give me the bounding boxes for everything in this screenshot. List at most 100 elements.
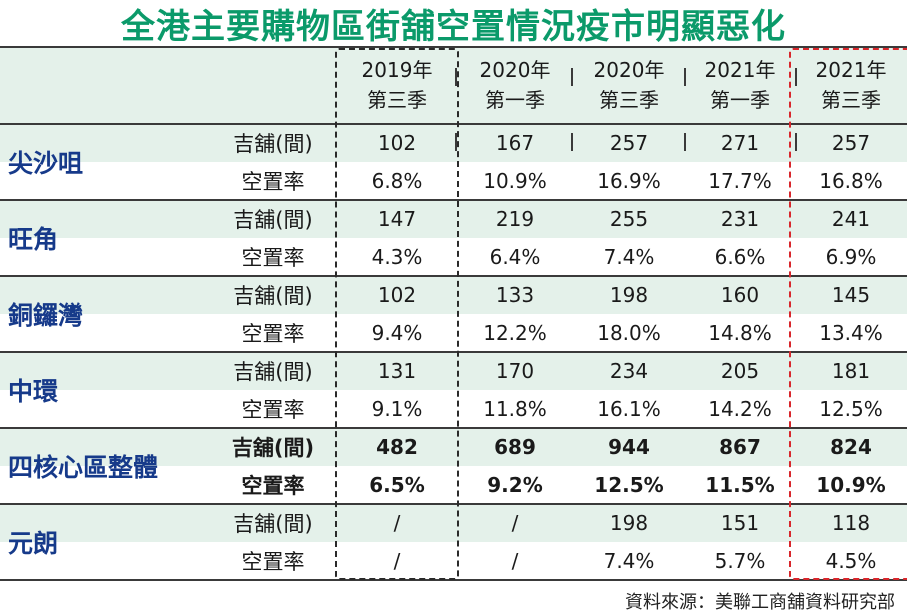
metric-label: 空置率	[241, 246, 305, 270]
metric-label: 空置率	[241, 398, 305, 422]
metric-label: 吉舖(間)	[233, 132, 313, 156]
value-cell: 7.4%	[603, 245, 655, 269]
value-cell: 4.3%	[371, 245, 423, 269]
row-stripe	[0, 352, 907, 390]
value-cell: 4.5%	[825, 549, 877, 573]
value-cell: /	[511, 549, 519, 573]
value-cell: 18.0%	[597, 321, 661, 345]
metric-label: 空置率	[241, 474, 305, 498]
value-cell: 9.4%	[371, 321, 423, 345]
header-top-rule	[0, 46, 907, 48]
column-separator	[795, 68, 797, 86]
row-divider	[0, 503, 907, 505]
column-quarter: 第三季	[821, 88, 881, 112]
value-cell: 6.9%	[825, 245, 877, 269]
metric-label: 吉舖(間)	[233, 512, 313, 536]
value-cell: /	[393, 511, 401, 535]
value-cell: 6.6%	[714, 245, 766, 269]
value-cell: 17.7%	[708, 169, 772, 193]
region-label: 銅鑼灣	[8, 301, 84, 330]
value-cell: 219	[495, 207, 535, 231]
row-divider	[0, 123, 907, 125]
value-cell: 151	[720, 511, 760, 535]
row-divider	[0, 351, 907, 353]
column-header: 2020年第一季	[460, 52, 570, 118]
value-cell: 198	[609, 511, 649, 535]
value-cell: 14.8%	[708, 321, 772, 345]
row-divider	[0, 199, 907, 201]
value-cell: 16.9%	[597, 169, 661, 193]
metric-label: 吉舖(間)	[233, 284, 313, 308]
region-label: 四核心區整體	[8, 453, 159, 482]
value-cell: 170	[495, 359, 535, 383]
value-cell: 102	[377, 283, 417, 307]
value-cell: 11.5%	[705, 473, 775, 497]
value-cell: 257	[831, 131, 871, 155]
value-cell: 13.4%	[819, 321, 883, 345]
value-cell: 198	[609, 283, 649, 307]
value-cell: 133	[495, 283, 535, 307]
last-column-frame	[789, 48, 907, 580]
row-stripe	[0, 200, 907, 238]
row-stripe	[0, 504, 907, 542]
value-cell: 689	[494, 435, 536, 459]
value-cell: 10.9%	[816, 473, 886, 497]
value-cell: 482	[376, 435, 418, 459]
value-cell: 6.5%	[369, 473, 425, 497]
value-cell: 7.4%	[603, 549, 655, 573]
value-cell: 5.7%	[714, 549, 766, 573]
value-cell: 167	[495, 131, 535, 155]
column-separator	[795, 133, 797, 151]
column-separator	[455, 68, 457, 86]
value-cell: 118	[831, 511, 871, 535]
row-stripe	[0, 428, 907, 466]
region-label: 旺角	[8, 225, 59, 254]
value-cell: 944	[608, 435, 650, 459]
metric-label: 吉舖(間)	[233, 208, 313, 232]
value-cell: /	[393, 549, 401, 573]
column-year: 2021年	[704, 58, 776, 82]
region-label: 中環	[8, 377, 59, 406]
metric-label: 空置率	[241, 550, 305, 574]
column-quarter: 第三季	[367, 88, 427, 112]
value-cell: 9.1%	[371, 397, 423, 421]
value-cell: 241	[831, 207, 871, 231]
row-stripe	[0, 124, 907, 162]
row-divider	[0, 275, 907, 277]
value-cell: 131	[377, 359, 417, 383]
value-cell: 181	[831, 359, 871, 383]
value-cell: 12.5%	[819, 397, 883, 421]
value-cell: 14.2%	[708, 397, 772, 421]
metric-label: 空置率	[241, 322, 305, 346]
value-cell: 824	[830, 435, 872, 459]
value-cell: 231	[720, 207, 760, 231]
value-cell: 6.4%	[489, 245, 541, 269]
value-cell: 12.5%	[594, 473, 664, 497]
value-cell: 271	[720, 131, 760, 155]
source-note: 資料來源：美聯工商舖資料研究部	[625, 592, 895, 613]
value-cell: 12.2%	[483, 321, 547, 345]
column-header: 2019年 第三季	[342, 52, 452, 118]
column-year: 2020年	[593, 58, 665, 82]
column-header: 2020年第三季	[574, 52, 684, 118]
column-quarter: 第一季	[710, 88, 770, 112]
column-separator	[684, 68, 686, 86]
value-cell: 234	[609, 359, 649, 383]
value-cell: 10.9%	[483, 169, 547, 193]
column-quarter: 第三季	[599, 88, 659, 112]
value-cell: 205	[720, 359, 760, 383]
first-column-frame	[335, 48, 459, 580]
value-cell: 11.8%	[483, 397, 547, 421]
column-quarter: 第一季	[485, 88, 545, 112]
value-cell: 160	[720, 283, 760, 307]
value-cell: 102	[377, 131, 417, 155]
region-label: 尖沙咀	[8, 149, 84, 178]
value-cell: 16.8%	[819, 169, 883, 193]
column-separator	[455, 133, 457, 151]
column-year: 2020年	[479, 58, 551, 82]
value-cell: 16.1%	[597, 397, 661, 421]
metric-label: 吉舖(間)	[231, 436, 315, 460]
value-cell: 6.8%	[371, 169, 423, 193]
value-cell: /	[511, 511, 519, 535]
